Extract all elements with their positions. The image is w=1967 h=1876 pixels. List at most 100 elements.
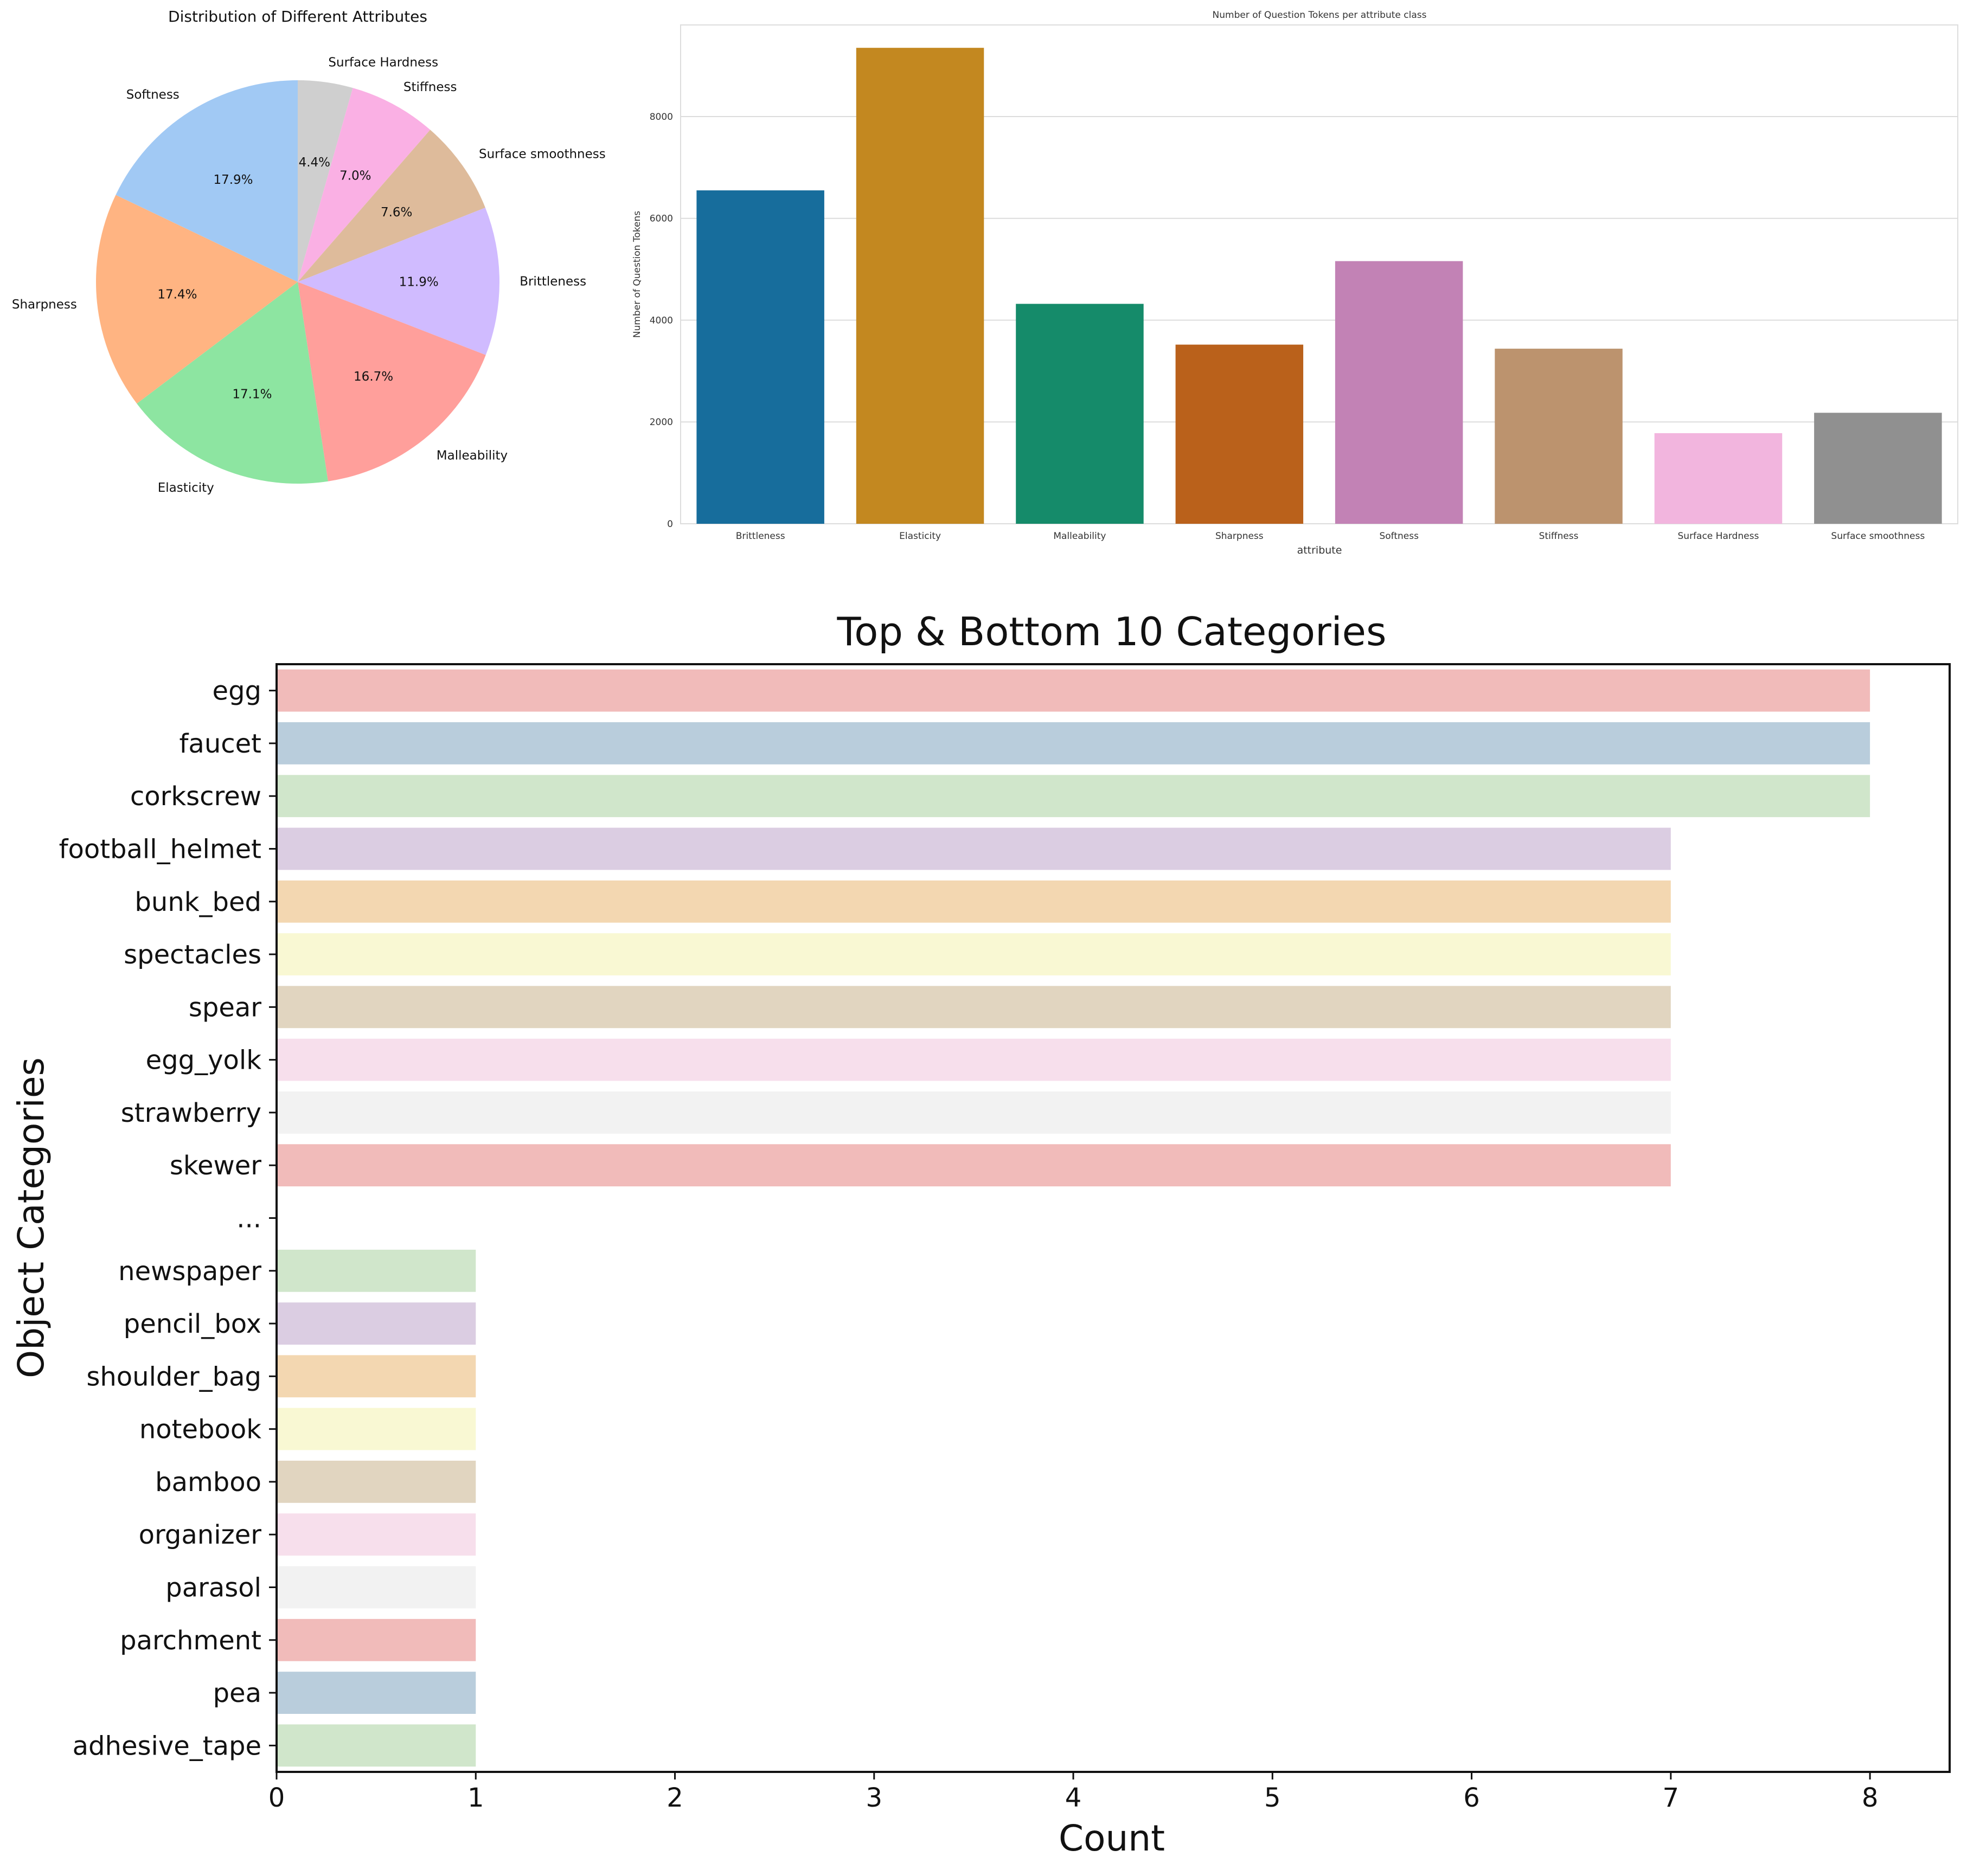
category-bar-egg-yolk xyxy=(277,1038,1671,1081)
category-y-tick-label: newspaper xyxy=(118,1256,261,1287)
category-bar-notebook xyxy=(277,1408,476,1450)
bar-surface-smoothness xyxy=(1814,413,1942,524)
category-bars xyxy=(277,669,1870,1767)
pie-slice-elasticity xyxy=(137,282,328,484)
category-bar-adhesive-tape xyxy=(277,1724,476,1767)
category-bar-parchment xyxy=(277,1618,476,1661)
category-bar-egg xyxy=(277,669,1870,712)
category-bar-corkscrew xyxy=(277,775,1870,818)
pie-pct-label-surface-smoothness: 7.6% xyxy=(381,205,412,220)
pie-label-sharpness: Sharpness xyxy=(12,298,77,312)
bar-chart-title: Number of Question Tokens per attribute … xyxy=(1213,10,1427,21)
token-bar-chart: Number of Question Tokens per attribute … xyxy=(632,10,1958,556)
pie-label-surface-smoothness: Surface smoothness xyxy=(479,147,606,162)
category-y-tick-label: egg xyxy=(213,676,261,706)
category-bar-newspaper xyxy=(277,1249,476,1292)
pie-slice-malleability xyxy=(298,282,486,481)
category-chart-title: Top & Bottom 10 Categories xyxy=(837,609,1387,654)
bar-chart-y-tick-label: 8000 xyxy=(650,112,673,123)
category-y-tick-label: bamboo xyxy=(155,1467,261,1498)
category-y-tick-label: notebook xyxy=(139,1415,261,1445)
category-bar-spectacles xyxy=(277,933,1671,975)
bar-chart-x-ticks: Brittleness Elasticity Malleability Sharpne… xyxy=(736,531,1925,542)
bar-chart-x-tick-label: Surface smoothness xyxy=(1831,531,1925,542)
category-x-tick-label: 2 xyxy=(667,1783,683,1813)
bar-malleability xyxy=(1016,304,1144,524)
category-x-tick-label: 0 xyxy=(268,1783,285,1813)
pie-pct-label-surface-hardness: 4.4% xyxy=(299,156,330,170)
bar-chart-y-tick-label: 0 xyxy=(667,519,673,530)
category-x-tick-label: 4 xyxy=(1065,1783,1082,1813)
category-bar-organizer xyxy=(277,1513,476,1556)
pie-slices xyxy=(96,80,500,484)
category-x-tick-label: 6 xyxy=(1463,1783,1480,1813)
pie-slice-softness xyxy=(116,80,298,282)
category-x-tick-label: 7 xyxy=(1663,1783,1680,1813)
category-y-tick-label: ... xyxy=(236,1204,261,1234)
category-bar-strawberry xyxy=(277,1091,1671,1134)
bar-softness xyxy=(1335,261,1463,524)
category-bar-football-helmet xyxy=(277,827,1671,870)
category-bar-chart: Top & Bottom 10 Categories egg faucet cork… xyxy=(10,609,1951,1859)
category-y-tick-label: parasol xyxy=(165,1573,261,1603)
bar-chart-bars xyxy=(696,48,1942,524)
category-x-ticks: 0 1 2 3 4 5 6 7 8 xyxy=(268,1772,1879,1813)
category-y-ticks: egg faucet corkscrew football_helmet bunk_be… xyxy=(59,676,277,1761)
pie-slice-stiffness xyxy=(298,88,431,282)
category-x-tick-label: 5 xyxy=(1264,1783,1281,1813)
bar-chart-x-tick-label: Sharpness xyxy=(1215,531,1264,542)
category-x-tick-label: 1 xyxy=(467,1783,484,1813)
bar-chart-y-tick-label: 6000 xyxy=(650,214,673,224)
bar-elasticity xyxy=(856,48,984,524)
category-bar-pencil-box xyxy=(277,1302,476,1345)
bar-chart-x-tick-label: Malleability xyxy=(1053,531,1106,542)
category-y-tick-label: adhesive_tape xyxy=(73,1731,261,1761)
category-bar-skewer xyxy=(277,1144,1671,1187)
pie-title: Distribution of Different Attributes xyxy=(168,8,427,25)
pie-label-stiffness: Stiffness xyxy=(403,80,457,94)
pie-label-surface-hardness: Surface Hardness xyxy=(328,56,438,70)
pie-pct-label-softness: 17.9% xyxy=(213,173,253,187)
bar-brittleness xyxy=(696,190,824,524)
category-bar-bunk-bed xyxy=(277,880,1671,923)
pie-labels: 4.4% Surface Hardness 7.0% Stiffness 7.6% Sur… xyxy=(12,56,606,495)
pie-label-softness: Softness xyxy=(126,88,180,102)
bar-chart-x-tick-label: Brittleness xyxy=(736,531,785,542)
category-x-axis-label: Count xyxy=(1059,1817,1165,1859)
pie-pct-label-elasticity: 17.1% xyxy=(232,388,272,402)
category-y-tick-label: spectacles xyxy=(124,940,261,970)
category-bar-pea xyxy=(277,1672,476,1714)
category-y-axis-label: Object Categories xyxy=(10,1057,52,1378)
category-y-tick-label: football_helmet xyxy=(59,834,261,865)
category-y-tick-label: egg_yolk xyxy=(146,1045,262,1076)
bar-chart-y-ticks: 0 2000 4000 6000 8000 xyxy=(650,112,673,530)
pie-pct-label-malleability: 16.7% xyxy=(354,370,393,384)
category-x-tick-label: 8 xyxy=(1862,1783,1879,1813)
bar-sharpness xyxy=(1175,344,1304,524)
category-y-tick-label: strawberry xyxy=(121,1098,261,1128)
bar-surface-hardness xyxy=(1654,433,1783,524)
category-y-tick-label: organizer xyxy=(139,1520,262,1550)
bar-chart-x-tick-label: Surface Hardness xyxy=(1678,531,1759,542)
bar-chart-x-tick-label: Softness xyxy=(1379,531,1419,542)
category-y-tick-label: corkscrew xyxy=(130,781,261,812)
bar-chart-x-axis-label: attribute xyxy=(1297,544,1342,556)
bar-chart-x-tick-label: Elasticity xyxy=(899,531,941,542)
category-bar-parasol xyxy=(277,1566,476,1609)
pie-slice-brittleness xyxy=(298,208,500,355)
category-y-tick-label: skewer xyxy=(170,1151,261,1181)
category-y-tick-label: parchment xyxy=(120,1626,261,1656)
bar-chart-y-axis-label: Number of Question Tokens xyxy=(632,211,643,338)
pie-pct-label-sharpness: 17.4% xyxy=(157,287,197,301)
category-bar-bamboo xyxy=(277,1461,476,1503)
pie-label-brittleness: Brittleness xyxy=(520,275,586,289)
category-bar-shoulder-bag xyxy=(277,1355,476,1398)
pie-slice-sharpness xyxy=(96,195,298,404)
category-x-tick-label: 3 xyxy=(866,1783,883,1813)
category-y-tick-label: shoulder_bag xyxy=(86,1361,261,1392)
bar-chart-x-tick-label: Stiffness xyxy=(1539,531,1579,542)
pie-label-malleability: Malleability xyxy=(437,448,508,462)
bar-chart-y-tick-label: 4000 xyxy=(650,315,673,326)
pie-chart: Distribution of Different Attributes 4.4… xyxy=(12,8,606,495)
